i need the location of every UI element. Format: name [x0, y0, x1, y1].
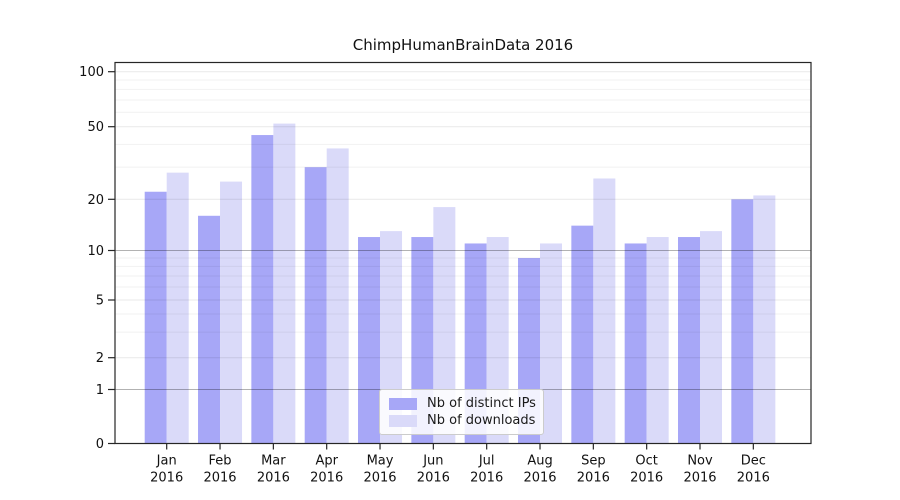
- x-tick-label-year: 2016: [683, 471, 716, 486]
- x-tick-label-month: May: [367, 454, 394, 469]
- legend: Nb of distinct IPs Nb of downloads: [379, 389, 544, 435]
- bar-apr-distinct-ips: [304, 167, 327, 444]
- legend-item-downloads: Nb of downloads: [389, 413, 536, 428]
- legend-item-distinct-ips: Nb of distinct IPs: [389, 396, 536, 411]
- x-tick-label-year: 2016: [417, 471, 450, 486]
- bar-sep-distinct-ips: [571, 225, 594, 444]
- x-tick-label-month: Mar: [261, 454, 286, 469]
- bar-dec-distinct-ips: [731, 199, 754, 444]
- x-tick-label-month: Aug: [527, 454, 552, 469]
- y-tick-label: 20: [87, 193, 104, 208]
- bar-feb-distinct-ips: [198, 215, 221, 444]
- x-tick-label-month: Oct: [635, 454, 657, 469]
- bar-jun-downloads: [433, 207, 456, 444]
- x-tick-label-year: 2016: [150, 471, 183, 486]
- x-tick-label-month: Apr: [315, 454, 338, 469]
- bar-oct-distinct-ips: [624, 243, 647, 444]
- legend-label-downloads: Nb of downloads: [427, 413, 536, 428]
- y-tick-label: 0: [96, 437, 104, 452]
- x-tick-label-year: 2016: [203, 471, 236, 486]
- x-tick-label-year: 2016: [523, 471, 556, 486]
- x-tick-label-month: Jun: [422, 454, 443, 469]
- bar-aug-downloads: [540, 243, 563, 444]
- x-tick-label-year: 2016: [257, 471, 290, 486]
- y-tick-label: 100: [79, 65, 104, 80]
- bar-dec-downloads: [753, 195, 776, 444]
- y-tick-label: 5: [96, 294, 104, 309]
- bar-jan-distinct-ips: [144, 191, 167, 444]
- x-tick-label-month: Sep: [581, 454, 606, 469]
- bar-jan-downloads: [166, 172, 189, 444]
- bar-nov-downloads: [700, 231, 722, 444]
- legend-swatch-distinct-ips: [389, 398, 417, 410]
- y-tick-label: 2: [96, 351, 104, 366]
- x-tick-label-month: Dec: [741, 454, 766, 469]
- legend-label-distinct-ips: Nb of distinct IPs: [427, 396, 536, 411]
- bar-apr-downloads: [326, 148, 349, 444]
- x-tick-label-year: 2016: [310, 471, 343, 486]
- bar-mar-downloads: [273, 123, 296, 444]
- axes-box: [114, 61, 812, 445]
- x-tick-label-month: Nov: [687, 454, 713, 469]
- y-tick-label: 1: [96, 383, 104, 398]
- bar-feb-downloads: [220, 181, 243, 444]
- bar-mar-distinct-ips: [251, 135, 274, 444]
- bar-sep-downloads: [593, 178, 616, 444]
- x-tick-label-year: 2016: [630, 471, 663, 486]
- bar-may-distinct-ips: [358, 237, 381, 444]
- x-tick-label-month: Jul: [478, 454, 495, 469]
- x-tick-label-month: Jan: [156, 454, 177, 469]
- bar-nov-distinct-ips: [678, 237, 700, 444]
- y-tick-label: 10: [87, 244, 104, 259]
- x-tick-label-year: 2016: [470, 471, 503, 486]
- bar-oct-downloads: [646, 237, 669, 444]
- x-tick-label-month: Feb: [209, 454, 232, 469]
- x-tick-label-year: 2016: [363, 471, 396, 486]
- x-tick-label-year: 2016: [737, 471, 770, 486]
- x-tick-label-year: 2016: [577, 471, 610, 486]
- chart-title: ChimpHumanBrainData 2016: [352, 36, 574, 54]
- y-tick-label: 50: [87, 120, 104, 135]
- legend-swatch-downloads: [389, 415, 417, 427]
